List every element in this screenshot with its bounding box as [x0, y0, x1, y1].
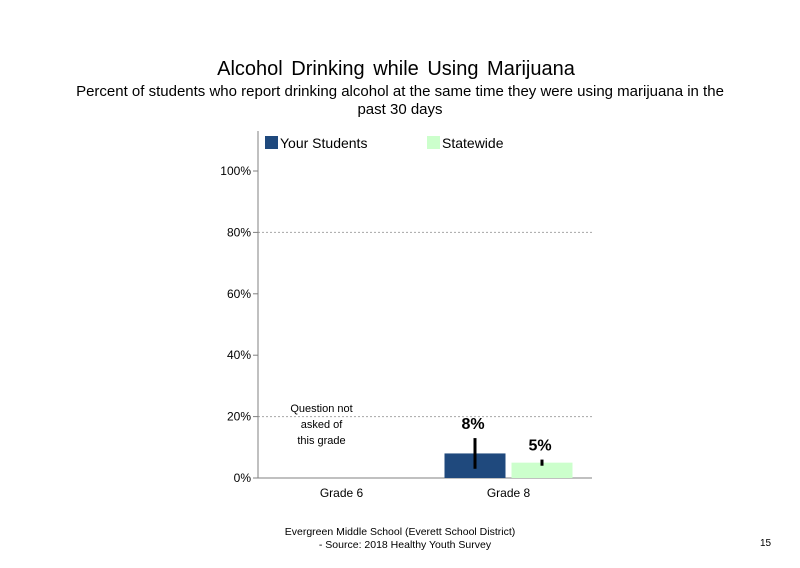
not-asked-note: Question not	[290, 403, 352, 415]
legend-swatch	[427, 136, 440, 149]
x-tick-label: Grade 6	[320, 486, 364, 500]
footer-source: - Source: 2018 Healthy Youth Survey	[318, 539, 492, 551]
y-tick-label: 20%	[227, 410, 251, 424]
chart-subtitle: Percent of students who report drinking …	[76, 83, 724, 118]
y-tick-label: 60%	[227, 287, 251, 301]
page-number: 15	[760, 538, 772, 549]
legend-label: Statewide	[442, 135, 504, 151]
x-tick-label: Grade 8	[487, 486, 531, 500]
bar	[511, 462, 573, 478]
not-asked-note: asked of	[301, 419, 344, 431]
not-asked-note: this grade	[297, 435, 345, 447]
footer-school: Evergreen Middle School (Everett School …	[284, 526, 516, 538]
y-tick-label: 100%	[220, 164, 251, 178]
chart-title: Alcohol Drinking while Using Marijuana	[217, 58, 575, 80]
data-label: 8%	[461, 416, 484, 433]
legend-swatch	[265, 136, 278, 149]
y-tick-label: 40%	[227, 348, 251, 362]
y-tick-label: 0%	[234, 471, 252, 485]
data-label: 5%	[528, 438, 551, 455]
y-tick-label: 80%	[227, 225, 251, 239]
legend-label: Your Students	[280, 135, 367, 151]
footer: Evergreen Middle School (Everett School …	[0, 526, 800, 552]
